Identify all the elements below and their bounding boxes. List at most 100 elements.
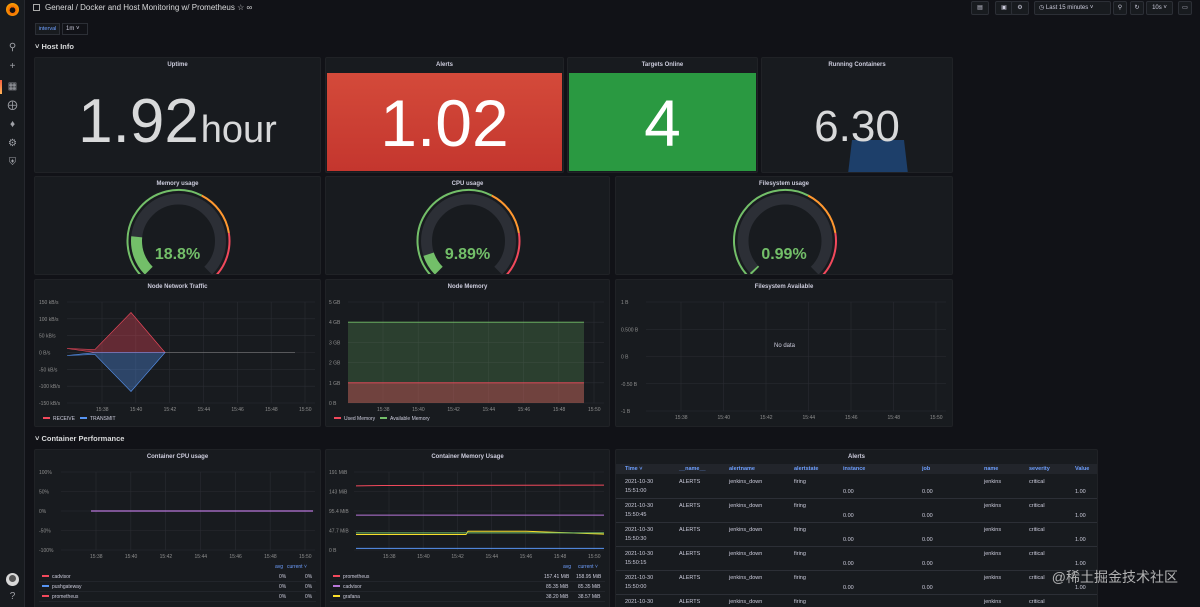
cpu-gauge-panel[interactable]: CPU usage 9.89%: [325, 176, 610, 275]
container-memory-panel[interactable]: Container Memory Usage 191 MiB 143 MiB 95.…: [325, 449, 610, 607]
y-tick-label: -50%: [39, 529, 51, 535]
gear-icon[interactable]: ⚙: [8, 138, 17, 149]
dashboard-title[interactable]: General / Docker and Host Monitoring w/ …: [45, 3, 235, 12]
table-cell: 2021-10-30 15:51:00: [625, 479, 654, 494]
gauge-fill: [749, 265, 760, 274]
legend-used-memory[interactable]: Used Memory: [334, 416, 375, 422]
legend-row[interactable]: cadvisor 0% 0%: [39, 573, 316, 582]
memory-gauge-panel[interactable]: Memory usage 18.8%: [34, 176, 321, 275]
table-cell: 1.00: [1075, 585, 1086, 591]
table-cell: 0.00: [922, 489, 933, 495]
alerting-bell-icon[interactable]: ♦: [9, 119, 16, 130]
table-row[interactable]: 2021-10-30 ALERTS jenkins_down firing jenkin…: [616, 595, 1097, 607]
time-picker[interactable]: ◷ Last 15 minutes ˅: [1034, 1, 1111, 15]
column-header[interactable]: job: [922, 466, 931, 472]
zoom-out-icon[interactable]: ⚲: [1113, 1, 1127, 15]
help-icon[interactable]: ?: [9, 591, 16, 602]
legend-row[interactable]: prometheus 0% 0%: [39, 593, 316, 602]
settings-gear-icon[interactable]: ⚙: [1011, 1, 1029, 15]
row-container-performance[interactable]: ˅ Container Performance: [35, 434, 125, 443]
filesystem-available-panel[interactable]: Filesystem Available 1 B 0.500 B 0 B -0.50 …: [615, 279, 953, 427]
legend-current: 158.95 MiB: [576, 574, 602, 580]
column-header[interactable]: name: [984, 466, 999, 472]
column-header[interactable]: Time ˅: [625, 466, 643, 472]
table-cell: 0.00: [922, 537, 933, 543]
table-row[interactable]: 2021-10-30 15:50:15 ALERTS jenkins_down firi…: [616, 547, 1097, 571]
table-cell: 0.00: [843, 537, 854, 543]
shield-icon[interactable]: ⛨: [8, 157, 17, 168]
y-tick-label: -100 kB/s: [39, 384, 61, 390]
refresh-icon[interactable]: ↻: [1130, 1, 1144, 15]
table-cell: firing: [794, 599, 806, 605]
gauge-threshold-band: [822, 232, 837, 274]
legend-label: prometheus: [52, 594, 79, 600]
legend-head-avg[interactable]: avg: [563, 564, 572, 570]
search-icon[interactable]: ⚲: [8, 42, 17, 53]
interval-select[interactable]: 1m ˅: [62, 23, 88, 35]
legend-row[interactable]: pushgateway 0% 0%: [39, 583, 316, 592]
x-tick-label: 15:40: [125, 554, 138, 560]
table-cell: jenkins_down: [729, 479, 763, 485]
legend-row[interactable]: cadvisor 85.35 MiB 85.35 MiB: [330, 583, 605, 592]
uptime-stat: 1.92 hour: [35, 86, 320, 157]
legend-label: pushgateway: [52, 584, 82, 590]
legend-head-current[interactable]: current ˅: [578, 564, 598, 570]
filesystem-gauge-panel[interactable]: Filesystem usage 0.99%: [615, 176, 953, 275]
x-tick-label: 15:42: [160, 554, 173, 560]
star-icon[interactable]: ☆: [237, 3, 245, 12]
table-cell: jenkins_down: [729, 527, 763, 533]
dashboards-icon[interactable]: ▦: [7, 81, 18, 92]
panel-title: Running Containers: [828, 62, 886, 68]
row-host-info-label: Host Info: [41, 42, 74, 51]
legend-swatch: [42, 595, 49, 597]
uptime-panel[interactable]: Uptime 1.92 hour: [34, 57, 321, 173]
table-cell: 2021-10-30 15:50:00: [625, 575, 654, 590]
legend-current: 85.35 MiB: [578, 584, 601, 590]
dashboard-grid-icon: [33, 4, 40, 11]
legend-head-avg[interactable]: avg: [275, 564, 284, 570]
avatar[interactable]: [6, 573, 19, 586]
node-memory-panel[interactable]: Node Memory 5 GB 4 GB 3 GB 2 GB 1 GB 0 B 15:38…: [325, 279, 610, 427]
running-containers-panel[interactable]: Running Containers 6.30: [761, 57, 953, 173]
x-tick-label: 15:44: [195, 554, 208, 560]
containers-sparkline: [848, 140, 908, 172]
container-cpu-panel[interactable]: Container CPU usage 100% 50% 0% -50% -100% 15…: [34, 449, 321, 607]
share-icon[interactable]: ∞: [246, 3, 253, 12]
column-header[interactable]: alertstate: [794, 466, 819, 472]
legend-row[interactable]: prometheus 157.41 MiB 158.95 MiB: [330, 573, 605, 582]
breadcrumb[interactable]: General / Docker and Host Monitoring w/ …: [33, 3, 252, 12]
column-header[interactable]: alertname: [729, 466, 755, 472]
legend-head-current[interactable]: current ˅: [287, 564, 307, 570]
plus-icon[interactable]: +: [9, 61, 16, 72]
add-panel-button[interactable]: ▤: [971, 1, 989, 15]
network-traffic-panel[interactable]: Node Network Traffic 150 kB/s 100 kB/s 50 …: [34, 279, 321, 427]
column-header[interactable]: Value: [1075, 466, 1090, 472]
node-memory-chart: 5 GB 4 GB 3 GB 2 GB 1 GB 0 B 15:38 15:40 15:42 15…: [329, 300, 604, 413]
legend-transmit[interactable]: TRANSMIT: [80, 416, 116, 422]
gauge-fill: [423, 252, 443, 274]
grafana-logo-icon[interactable]: [6, 3, 19, 16]
legend-row[interactable]: grafana 38.20 MiB 38.57 MiB: [330, 593, 605, 602]
y-tick-label: 4 GB: [329, 320, 341, 326]
targets-online-panel[interactable]: Targets Online 4: [567, 57, 758, 173]
legend-available-memory[interactable]: Available Memory: [380, 416, 430, 422]
alerts-stat-panel[interactable]: Alerts 1.02: [325, 57, 564, 173]
tv-mode-icon[interactable]: ▭: [1178, 1, 1192, 15]
refresh-interval-select[interactable]: 10s ˅: [1146, 1, 1173, 15]
alerts-table-panel[interactable]: Alerts Time ˅ __name__ alertname alertst…: [615, 449, 1098, 607]
top-bar: General / Docker and Host Monitoring w/ …: [25, 0, 1200, 17]
column-header[interactable]: severity: [1029, 466, 1050, 472]
table-row[interactable]: 2021-10-30 15:51:00 ALERTS jenkins_down firi…: [616, 475, 1097, 499]
explore-icon[interactable]: ⨁: [7, 100, 18, 111]
table-row[interactable]: 2021-10-30 15:50:45 ALERTS jenkins_down firi…: [616, 499, 1097, 523]
memory-gauge: [126, 189, 231, 274]
legend-receive[interactable]: RECEIVE: [43, 416, 75, 422]
x-tick-label: 15:38: [675, 415, 688, 421]
table-row[interactable]: 2021-10-30 15:50:30 ALERTS jenkins_down firi…: [616, 523, 1097, 547]
legend-swatch: [334, 417, 341, 419]
column-header[interactable]: __name__: [679, 466, 706, 472]
sidebar-active-indicator: [0, 80, 2, 94]
table-row[interactable]: 2021-10-30 15:50:00 ALERTS jenkins_down firi…: [616, 571, 1097, 595]
column-header[interactable]: instance: [843, 466, 866, 472]
row-host-info[interactable]: ˅ Host Info: [35, 42, 74, 51]
